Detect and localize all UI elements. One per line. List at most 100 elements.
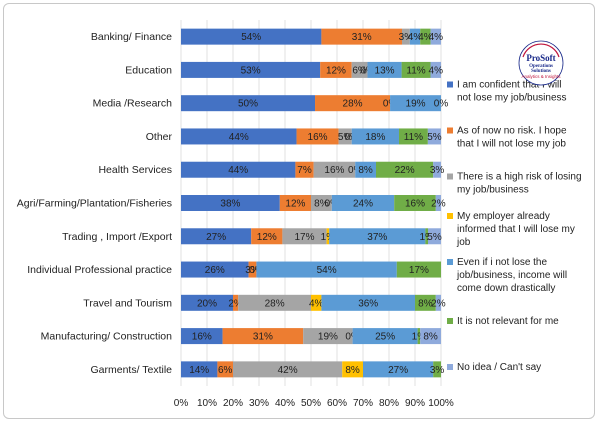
bar-data-label: 5% <box>338 132 353 143</box>
bar-data-label: 5% <box>427 132 442 143</box>
bar-segment <box>351 128 399 145</box>
legend-swatch <box>447 81 453 88</box>
bar-data-label: 8% <box>314 199 329 210</box>
bar-segment <box>398 128 428 145</box>
bar-data-label: 17% <box>294 232 314 243</box>
bar-row: 44%7%16%0%8%22%3% <box>181 161 445 178</box>
bar-segment <box>181 328 223 345</box>
bar-data-label: 2% <box>431 199 446 210</box>
legend-swatch <box>447 127 453 134</box>
bar-row: 50%28%0%19%0% <box>181 95 448 112</box>
legend-label: I am confident that I will <box>457 80 562 91</box>
legend: I am confident that I will not lose my jo… <box>447 80 582 373</box>
bar-data-label: 27% <box>206 232 226 243</box>
bar-data-label: 37% <box>367 232 387 243</box>
bar-data-label: 16% <box>308 132 328 143</box>
bar-segment <box>256 261 397 278</box>
bar-data-label: 16% <box>405 199 425 210</box>
logo-arc <box>522 43 560 58</box>
bar-segment <box>342 361 363 378</box>
bar-data-label: 7% <box>297 165 312 176</box>
bar-segment <box>315 95 391 112</box>
bar-data-label: 3% <box>399 32 414 43</box>
bar-data-label: 12% <box>285 199 305 210</box>
category-label: Banking/ Finance <box>91 31 172 43</box>
legend-label: As of now no risk. I hope <box>457 126 567 137</box>
bar-row: 26%3%0%54%17% <box>181 261 441 278</box>
legend-label: that I will not lose my job <box>457 139 566 150</box>
legend-item: My employer already informed that I will … <box>447 211 575 248</box>
bar-segment <box>367 61 402 78</box>
bar-data-label: 11% <box>406 65 425 76</box>
bar-data-label: 3% <box>430 365 445 376</box>
bar-data-label: 44% <box>228 165 248 176</box>
bar-data-label: 1% <box>412 332 427 343</box>
legend-swatch <box>447 213 453 219</box>
bar-segment <box>351 61 368 78</box>
category-labels: Banking/ Finance Education Media /Research… <box>17 31 173 376</box>
bar-data-label: 53% <box>241 65 261 76</box>
bar-segment <box>295 161 314 178</box>
legend-label: It is not relevant for me <box>457 316 559 327</box>
bar-segment <box>181 161 296 178</box>
category-label: Education <box>125 64 172 76</box>
bar-data-label: 42% <box>278 365 298 376</box>
bar-data-label: 20% <box>197 298 217 309</box>
bar-segment <box>396 261 441 278</box>
bar-data-label: 11% <box>404 132 423 143</box>
bar-segment <box>376 161 434 178</box>
bar-data-label: 26% <box>205 265 225 276</box>
category-label: Garments/ Textile <box>90 364 172 376</box>
bar-data-label: 24% <box>353 199 373 210</box>
x-tick-label: 70% <box>353 398 373 409</box>
bar-data-label: 6% <box>218 365 233 376</box>
bar-data-label: 28% <box>265 298 285 309</box>
legend-swatch <box>447 318 453 324</box>
legend-label: My employer already <box>457 211 550 222</box>
bar-segment <box>355 161 376 178</box>
bar-row: 27% 12% 17% 1% 37% 1%5% <box>181 228 442 245</box>
bar-data-label: 31% <box>253 332 273 343</box>
bar-segment <box>251 228 283 245</box>
category-label: Media /Research <box>93 98 173 110</box>
bar-segment <box>420 28 431 45</box>
bar-segment <box>181 128 297 145</box>
bar-segment <box>394 195 436 211</box>
bar-data-label: 3% <box>430 165 445 176</box>
bar-data-label: 25% <box>375 332 395 343</box>
bar-data-label: 2% <box>228 298 243 309</box>
bar-data-label: 18% <box>365 132 385 143</box>
category-label: Travel and Tourism <box>83 297 172 309</box>
bar-data-label: 31% <box>352 32 372 43</box>
x-tick-label: 20% <box>223 398 243 409</box>
bar-segment <box>282 228 327 245</box>
category-label: Health Services <box>98 164 172 176</box>
bar-data-label: 36% <box>358 298 378 309</box>
bar-data-label: 8% <box>358 165 373 176</box>
logo-sub1: Operations <box>529 64 553 69</box>
bar-row: 14% 6% 42% 8% 27% 3% <box>181 361 445 378</box>
bar-segment <box>311 294 322 311</box>
bar-segment <box>417 328 421 345</box>
legend-swatch <box>447 259 453 265</box>
category-label: Individual Professional practice <box>27 264 172 276</box>
bar-segment <box>181 95 316 112</box>
bar-data-label: 8% <box>418 298 433 309</box>
bar-data-label: 16% <box>192 332 212 343</box>
bar-data-label: 4% <box>309 298 324 309</box>
bar-segment <box>329 228 426 245</box>
legend-item: There is a high risk of losing my job/bus… <box>447 172 582 196</box>
bar-data-label: 16% <box>324 165 344 176</box>
legend-label: informed that I will lose my <box>457 224 575 235</box>
bar-segment <box>181 228 252 245</box>
bar-data-label: 22% <box>395 165 415 176</box>
category-label: Agri/Farming/Plantation/Fisheries <box>17 198 172 210</box>
x-tick-label: 30% <box>249 398 269 409</box>
bar-segment <box>401 61 431 78</box>
logo-name: ProSoft <box>526 53 555 63</box>
bar-row: 20% 2% 28% 4% 36% 8%2% <box>181 294 446 311</box>
bar-segment <box>352 328 418 345</box>
legend-label: not lose my job/business <box>457 93 567 104</box>
legend-item: Even if i not lose the job/business, inco… <box>447 257 567 294</box>
